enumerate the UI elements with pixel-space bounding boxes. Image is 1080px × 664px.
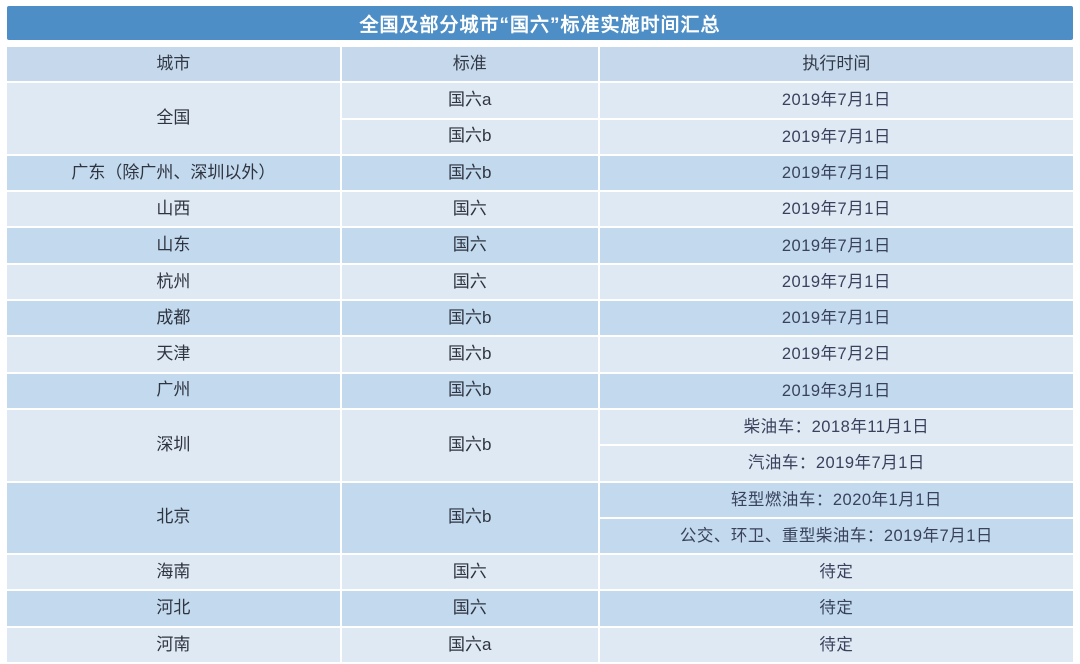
cell-time: 2019年7月1日 <box>599 228 1073 263</box>
cell-standard: 国六b <box>341 373 598 408</box>
cell-time: 待定 <box>599 627 1073 662</box>
column-header-standard: 标准 <box>341 47 598 82</box>
cell-time: 公交、环卫、重型柴油车：2019年7月1日 <box>599 518 1073 554</box>
standards-table: 城市 标准 执行时间 全国 国六a 2019年7月1日 国六b 2019年7月1… <box>7 47 1073 662</box>
cell-standard: 国六b <box>341 337 598 372</box>
cell-standard: 国六 <box>341 228 598 263</box>
cell-city: 河北 <box>7 591 340 626</box>
cell-city: 天津 <box>7 337 340 372</box>
cell-standard: 国六b <box>341 409 598 481</box>
cell-city: 海南 <box>7 555 340 590</box>
cell-city: 杭州 <box>7 264 340 300</box>
cell-time: 2019年7月1日 <box>599 155 1073 191</box>
cell-time: 2019年7月1日 <box>599 301 1073 336</box>
cell-standard: 国六 <box>341 555 598 590</box>
cell-time: 2019年3月1日 <box>599 373 1073 408</box>
cell-time: 2019年7月1日 <box>599 264 1073 300</box>
cell-time: 2019年7月2日 <box>599 337 1073 372</box>
cell-time: 待定 <box>599 555 1073 590</box>
cell-standard: 国六b <box>341 482 598 554</box>
cell-time: 柴油车：2018年11月1日 <box>599 409 1073 445</box>
cell-standard: 国六 <box>341 192 598 227</box>
cell-standard: 国六a <box>341 83 598 118</box>
cell-standard: 国六 <box>341 264 598 300</box>
cell-time: 2019年7月1日 <box>599 192 1073 227</box>
table-title-bar: 全国及部分城市“国六”标准实施时间汇总 <box>7 6 1073 40</box>
cell-city: 广东（除广州、深圳以外） <box>7 155 340 191</box>
column-header-time: 执行时间 <box>599 47 1073 82</box>
cell-city: 河南 <box>7 627 340 662</box>
cell-city: 山东 <box>7 228 340 263</box>
cell-time: 轻型燃油车：2020年1月1日 <box>599 482 1073 517</box>
cell-time: 汽油车：2019年7月1日 <box>599 446 1073 481</box>
table-title: 全国及部分城市“国六”标准实施时间汇总 <box>359 14 721 36</box>
cell-standard: 国六b <box>341 301 598 336</box>
cell-city: 成都 <box>7 301 340 336</box>
cell-standard: 国六a <box>341 627 598 662</box>
cell-time: 2019年7月1日 <box>599 83 1073 118</box>
column-header-city: 城市 <box>7 47 340 82</box>
cell-standard: 国六b <box>341 155 598 191</box>
cell-time: 2019年7月1日 <box>599 119 1073 154</box>
cell-city: 北京 <box>7 482 340 554</box>
cell-city: 广州 <box>7 373 340 408</box>
cell-time: 待定 <box>599 591 1073 626</box>
cell-city: 全国 <box>7 83 340 154</box>
cell-city: 深圳 <box>7 409 340 481</box>
cell-standard: 国六 <box>341 591 598 626</box>
cell-city: 山西 <box>7 192 340 227</box>
cell-standard: 国六b <box>341 119 598 154</box>
